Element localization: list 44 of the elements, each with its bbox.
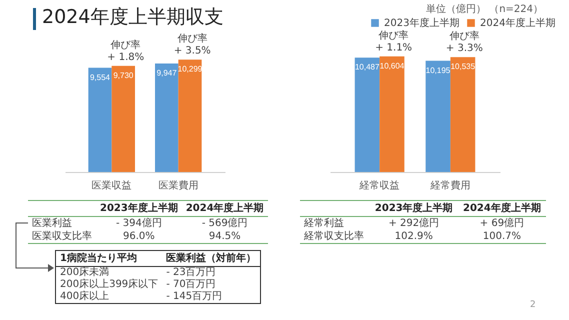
text: 経常利益	[303, 216, 345, 230]
text: 400床以上	[59, 291, 110, 304]
x-tick-label: 医業収益	[92, 180, 132, 192]
text: 1病院当たり平均	[56, 250, 162, 266]
text: + 69億円	[478, 216, 526, 230]
annotation: 伸び率 + 3.3%	[446, 30, 483, 54]
text: - 23百万円	[165, 266, 217, 279]
text: 医業利益（対前年）	[162, 250, 261, 266]
text: - 569億円	[200, 216, 249, 230]
text: 2	[530, 300, 536, 310]
text: 医業利益	[31, 216, 73, 230]
annotation: 伸び率 + 3.5%	[174, 32, 211, 57]
text: 経常収支比率	[303, 230, 365, 244]
annotation: 伸び率 + 1.8%	[107, 38, 144, 63]
text: 96.0%	[122, 230, 156, 244]
chart-subtitle: 単位（億円） （n=224）	[426, 2, 543, 16]
text: 102.9%	[394, 230, 434, 244]
data-label: 9,554	[90, 72, 111, 82]
annotation: 伸び率 + 1.1%	[375, 29, 412, 54]
text: 2023年度上半期	[96, 200, 182, 216]
text: 94.5%	[208, 230, 242, 244]
text: - 70百万円	[165, 279, 217, 291]
text: + 292億円	[388, 216, 440, 230]
legend-label: 2024年度上半期	[480, 17, 556, 29]
data-label: 10,535	[450, 62, 476, 72]
text: 200床未満	[59, 266, 110, 278]
text: 2024年度上半期	[182, 200, 268, 216]
data-label: 9,947	[156, 68, 178, 78]
text: - 145百万円	[165, 291, 224, 304]
text: 2024年度上半期	[458, 200, 546, 216]
text: 医業収支比率	[31, 230, 93, 244]
x-tick-label: 経常費用	[429, 180, 470, 192]
data-label: 10,604	[380, 61, 405, 70]
text: 200床以上399床以下	[59, 279, 160, 290]
text: 100.7%	[482, 230, 522, 244]
data-label: 9,730	[113, 70, 134, 80]
chart-title: 2024年度上半期収支	[42, 5, 224, 30]
data-label: 10,195	[426, 66, 451, 75]
data-label: 10,487	[354, 62, 380, 72]
text: 2023年度上半期	[370, 200, 458, 216]
x-tick-label: 医業費用	[158, 180, 198, 192]
legend-label: 2023年度上半期	[384, 17, 460, 29]
x-tick-label: 経常収益	[358, 180, 400, 192]
text: - 394億円	[114, 216, 163, 230]
